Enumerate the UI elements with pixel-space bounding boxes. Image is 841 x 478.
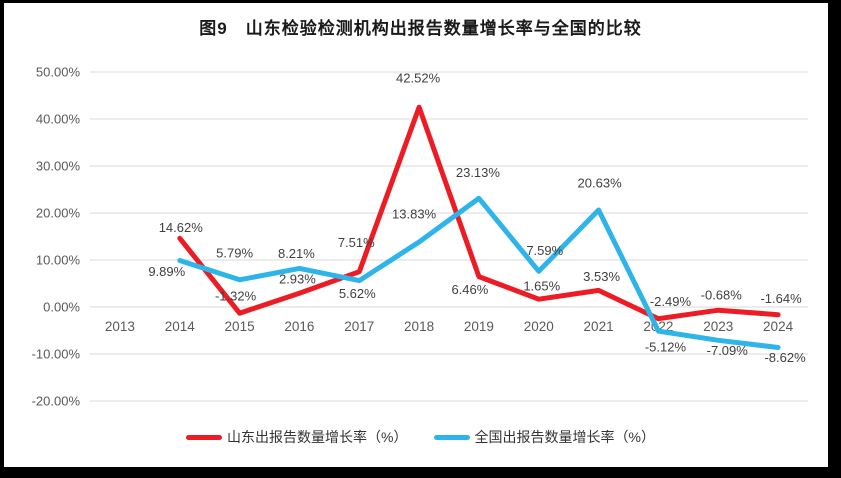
data-label: -7.09% [707,343,749,358]
series-line-national [177,195,781,350]
data-label: -1.32% [215,289,257,304]
data-label: 5.79% [216,245,253,260]
x-tick-label: 2014 [165,319,196,334]
x-tick-label: 2023 [703,319,733,334]
data-label: 5.62% [339,286,376,301]
data-label: 2.93% [279,272,316,287]
y-tick-label: -20.00% [32,394,81,409]
legend-label-national: 全国出报告数量增长率（%） [474,429,655,445]
data-label: -2.49% [650,294,692,309]
data-label: 8.21% [278,246,315,261]
y-tick-label: 10.00% [36,253,81,268]
legend-label-shandong: 山东出报告数量增长率（%） [227,429,408,445]
data-label: 1.65% [523,279,560,294]
y-tick-label: -10.00% [32,347,81,362]
x-tick-label: 2013 [105,319,135,334]
x-tick-label: 2019 [464,319,494,334]
chart-title: 图9 山东检验检测机构出报告数量增长率与全国的比较 [199,19,642,38]
x-tick-label: 2021 [584,319,614,334]
y-tick-label: 40.00% [36,112,81,127]
y-tick-label: 0.00% [43,300,80,315]
y-tick-label: 20.00% [36,206,81,221]
x-tick-label: 2017 [344,319,374,334]
data-label: 3.53% [583,269,620,284]
y-tick-label: 30.00% [36,159,81,174]
data-label: 13.83% [392,206,437,221]
data-label: 42.52% [396,71,441,86]
data-label: 7.59% [526,243,563,258]
x-tick-label: 2020 [524,319,554,334]
data-label: -8.62% [764,350,806,365]
x-tick-label: 2015 [225,319,255,334]
data-label: 7.51% [338,235,375,250]
data-label: 23.13% [456,165,501,180]
chart-canvas [4,3,828,467]
x-tick-label: 2016 [284,319,314,334]
y-tick-label: 50.00% [36,65,81,80]
x-tick-label: 2024 [763,319,794,334]
data-label: -5.12% [645,340,687,355]
data-label: 14.62% [159,220,204,235]
legend-line-national-icon [433,434,470,440]
data-label: 6.46% [451,282,488,297]
data-label: -0.68% [701,288,743,303]
legend-item-national: 全国出报告数量增长率（%） [433,427,655,447]
legend-line-shandong-icon [186,434,223,440]
legend-item-shandong: 山东出报告数量增长率（%） [186,427,408,447]
data-label: -1.64% [760,291,802,306]
chart-legend: 山东出报告数量增长率（%） 全国出报告数量增长率（%） [0,427,841,447]
data-label: 9.89% [148,264,185,279]
data-label: 20.63% [578,176,623,191]
series-line-shandong [177,104,781,322]
x-tick-label: 2018 [404,319,434,334]
